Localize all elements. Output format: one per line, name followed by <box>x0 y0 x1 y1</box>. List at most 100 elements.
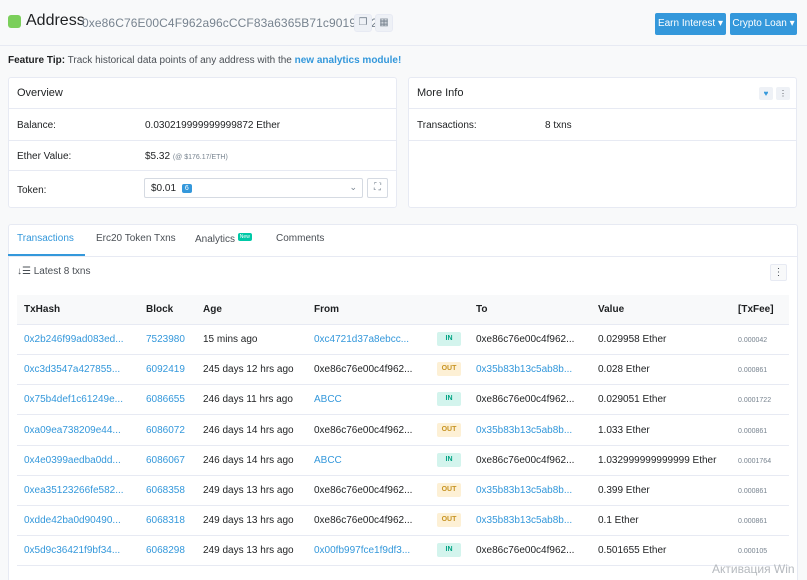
block-link[interactable]: 6068318 <box>146 515 185 527</box>
tx-age: 246 days 11 hrs ago <box>203 394 293 406</box>
direction-badge: IN <box>437 452 461 467</box>
ether-value-label: Ether Value: <box>17 151 72 162</box>
transactions-value: 8 txns <box>545 120 572 131</box>
block-link[interactable]: 7523980 <box>146 334 185 345</box>
tab-comments[interactable]: Comments <box>276 233 325 244</box>
tx-hash-link[interactable]: 0x75b4def1c61249e... <box>24 394 123 406</box>
tx-age: 245 days 12 hrs ago <box>203 364 294 376</box>
table-row: 0x4e0399aedba0dd... 6086067 246 days 14 hr… <box>17 446 789 476</box>
direction-badge: OUT <box>437 513 461 528</box>
qr-code-icon[interactable]: ▦ <box>375 14 393 32</box>
tx-value: 0.029051 Ether <box>598 394 667 406</box>
block-link[interactable]: 6068298 <box>146 545 185 557</box>
more-vertical-icon[interactable]: ⋮ <box>770 264 787 281</box>
analytics-module-link[interactable]: new analytics module! <box>294 55 402 66</box>
feature-tip-label: Feature Tip: <box>8 55 66 66</box>
table-row: 0x75b4def1c61249e... 6086655 246 days 11 h… <box>17 385 789 416</box>
tx-hash-link[interactable]: 0x4e0399aedba0dd... <box>24 454 121 466</box>
from-address: 0xe86c76e00c4f962... <box>314 424 413 436</box>
from-address: 0xe86c76e00c4f962... <box>314 515 413 527</box>
chevron-down-icon: ⌄ <box>349 182 357 192</box>
table-row: 0xea35123266fe582... 6068358 249 days 13 h… <box>17 476 789 506</box>
copy-icon[interactable]: ❐ <box>354 14 372 32</box>
tx-fee: 0.000861 <box>738 488 768 495</box>
tx-fee: 0.000861 <box>738 367 768 375</box>
tx-fee: 0.000042 <box>738 337 768 344</box>
table-row: 0x2b246f99ad083ed... 7523980 15 mins ago 0x… <box>17 325 789 355</box>
feature-tip-text: Track historical data points of any addr… <box>67 55 292 66</box>
from-address[interactable]: ABCC <box>314 394 342 406</box>
col-value: Value <box>598 304 625 315</box>
token-label: Token: <box>17 185 47 196</box>
latest-txns: ↓☰ Latest 8 txns <box>17 266 90 277</box>
address-hash: 0xe86C76E00C4F962a96cCCF83a6365B71c9019E… <box>82 16 378 30</box>
col-from: From <box>314 304 339 315</box>
page-title: Address <box>26 12 85 29</box>
tx-age: 249 days 13 hrs ago <box>203 545 294 557</box>
tx-hash-link[interactable]: 0xdde42ba0d90490... <box>24 515 121 527</box>
to-address[interactable]: 0x35b83b13c5ab8b... <box>476 515 573 527</box>
tx-hash-link[interactable]: 0xea35123266fe582... <box>24 485 124 496</box>
earn-interest-button[interactable]: Earn Interest ▾ <box>655 13 726 35</box>
chevron-down-icon: ▾ <box>789 18 795 29</box>
tx-hash-link[interactable]: 0x2b246f99ad083ed... <box>24 334 124 345</box>
to-address[interactable]: 0x35b83b13c5ab8b... <box>476 424 573 436</box>
new-badge: New <box>237 233 252 241</box>
tx-age: 15 mins ago <box>203 334 258 345</box>
to-address: 0xe86c76e00c4f962... <box>476 454 575 466</box>
col-txhash: TxHash <box>24 304 61 315</box>
to-address[interactable]: 0x35b83b13c5ab8b... <box>476 485 573 496</box>
to-address[interactable]: 0x35b83b13c5ab8b... <box>476 364 573 376</box>
tab-analytics[interactable]: Analytics New <box>195 233 252 245</box>
page-header: Address 0xe86C76E00C4F962a96cCCF83a6365B… <box>0 0 807 46</box>
block-link[interactable]: 6086067 <box>146 454 185 466</box>
table-row: 0xc3d3547a427855... 6092419 245 days 12 hr… <box>17 355 789 386</box>
tx-value: 0.1 Ether <box>598 515 639 527</box>
tx-value: 0.028 Ether <box>598 364 650 376</box>
tab-erc20-token-txns[interactable]: Erc20 Token Txns <box>96 233 176 244</box>
heart-icon[interactable]: ♥ <box>759 87 773 100</box>
direction-badge: IN <box>437 332 461 346</box>
direction-badge: IN <box>437 392 461 407</box>
balance-value: 0.030219999999999872 Ether <box>145 120 281 131</box>
ether-value-amount: $5.32 <box>145 151 171 162</box>
from-address[interactable]: ABCC <box>314 454 342 466</box>
col-to: To <box>476 304 488 315</box>
more-vertical-icon[interactable]: ⋮ <box>776 87 790 100</box>
from-address[interactable]: 0xc4721d37a8ebcc... <box>314 334 410 345</box>
col-age: Age <box>203 304 222 315</box>
tx-hash-link[interactable]: 0x5d9c36421f9bf34... <box>24 545 121 557</box>
more-info-card: More Info ♥ ⋮ Transactions: 8 txns <box>408 77 797 208</box>
tab-transactions[interactable]: Transactions <box>17 233 74 244</box>
latest-txns-label: Latest 8 txns <box>33 266 91 277</box>
crypto-loan-button[interactable]: Crypto Loan ▾ <box>730 13 797 35</box>
from-address[interactable]: 0x00fb997fce1f9df3... <box>314 545 411 557</box>
direction-badge: OUT <box>437 362 461 377</box>
tx-age: 249 days 13 hrs ago <box>203 485 294 496</box>
block-link[interactable]: 6068358 <box>146 485 185 496</box>
overview-card: Overview Balance: 0.030219999999999872 E… <box>8 77 397 208</box>
block-link[interactable]: 6086655 <box>146 394 185 406</box>
overview-title: Overview <box>9 78 396 109</box>
to-address: 0xe86c76e00c4f962... <box>476 545 575 557</box>
tx-age: 246 days 14 hrs ago <box>203 424 294 436</box>
direction-badge: OUT <box>437 422 461 437</box>
tx-hash-link[interactable]: 0xc3d3547a427855... <box>24 364 121 376</box>
address-avatar <box>8 15 21 28</box>
divider <box>409 140 796 141</box>
tx-hash-link[interactable]: 0xa09ea738209e44... <box>24 424 121 436</box>
direction-badge: IN <box>437 543 461 558</box>
more-info-title: More Info <box>409 78 796 109</box>
balance-label: Balance: <box>17 120 56 131</box>
block-link[interactable]: 6092419 <box>146 364 185 376</box>
tx-value: 0.501655 Ether <box>598 545 667 557</box>
tx-fee: 0.000861 <box>738 427 768 435</box>
divider <box>8 256 798 257</box>
sort-icon: ↓☰ <box>17 266 31 277</box>
col-txfee: [TxFee] <box>738 304 774 315</box>
expand-icon[interactable]: ⛶ <box>367 178 388 198</box>
token-dropdown[interactable]: $0.01 6 ⌄ <box>144 178 363 198</box>
block-link[interactable]: 6086072 <box>146 424 185 436</box>
tx-age: 246 days 14 hrs ago <box>203 454 294 466</box>
from-address: 0xe86c76e00c4f962... <box>314 364 413 376</box>
